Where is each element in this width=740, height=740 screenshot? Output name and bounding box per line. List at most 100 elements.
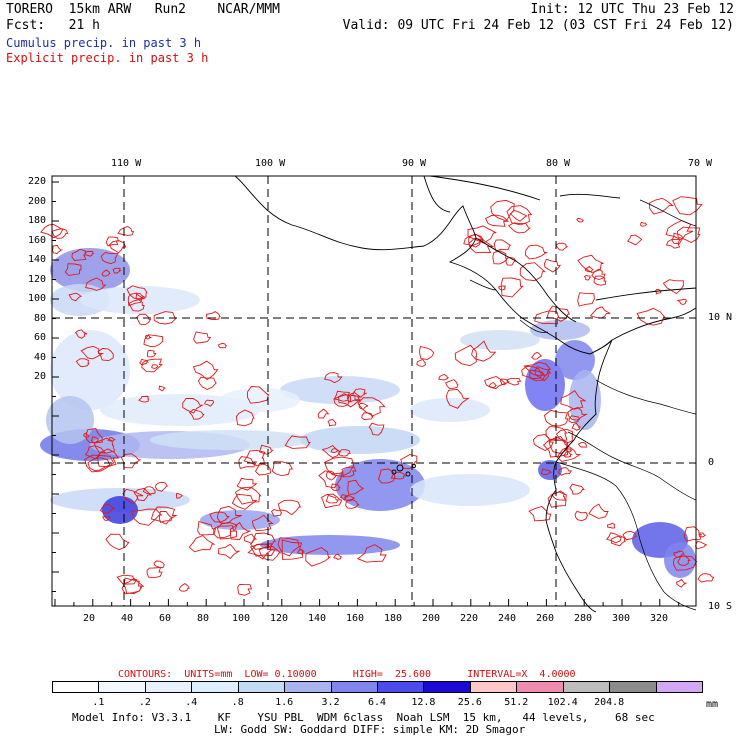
precip-shading-blob (410, 474, 530, 506)
precip-contour (675, 578, 688, 588)
precip-contour (254, 462, 272, 476)
colorbar-swatch (423, 681, 471, 693)
init-time: Init: 12 UTC Thu 23 Feb 12 (530, 2, 735, 17)
precip-shading-blob (100, 394, 260, 426)
precip-contour (235, 409, 255, 427)
precip-contour (593, 275, 607, 286)
colorbar-label: .8 (231, 697, 244, 708)
precip-contour (238, 456, 258, 469)
precip-contour (40, 223, 64, 239)
precip-contour (665, 238, 681, 249)
precip-contour (318, 470, 343, 489)
precip-contour (562, 450, 573, 458)
precip-contour (317, 408, 330, 419)
precip-contour (237, 583, 253, 596)
precip-contour (555, 428, 574, 444)
lon-label-110w: 110 W (111, 158, 142, 169)
colorbar-label: 12.8 (411, 697, 436, 708)
precip-contour (368, 422, 385, 436)
precip-contour (122, 488, 144, 505)
precip-contour (649, 197, 674, 215)
precip-contour (205, 310, 221, 320)
precip-contour (521, 365, 544, 380)
precip-contour (463, 233, 484, 248)
precip-contour (146, 566, 163, 579)
colorbar-label: .2 (138, 697, 151, 708)
precip-contour (258, 545, 282, 561)
precip-contour (96, 448, 120, 468)
axis-ticks (52, 181, 680, 606)
precip-contour (507, 222, 531, 234)
precip-contour (80, 345, 105, 360)
colorbar-label: .1 (92, 697, 105, 708)
precip-contour (188, 534, 216, 553)
precip-contour (610, 535, 627, 547)
precip-contour (498, 285, 506, 291)
physics-info: LW: Godd SW: Goddard DIFF: simple KM: 2D… (214, 723, 526, 736)
precip-contour (97, 347, 114, 362)
precip-contour (484, 214, 510, 227)
precip-contour (84, 445, 106, 460)
precip-contour (142, 486, 156, 495)
coastlines (234, 175, 697, 613)
precip-contour (277, 537, 301, 557)
precip-contour (488, 381, 497, 388)
precip-contour (105, 533, 130, 551)
precip-shading-blob (50, 248, 130, 292)
precip-contour (251, 514, 274, 531)
precip-contour (271, 461, 294, 477)
precip-contour (467, 225, 497, 244)
precip-contour (544, 258, 562, 273)
precip-contour (542, 438, 569, 458)
precip-contour (246, 386, 269, 404)
precip-contour (547, 491, 567, 508)
precip-contour (676, 298, 687, 305)
colorbar-swatch (144, 681, 193, 693)
precip-contour (589, 306, 611, 319)
precip-contour (636, 307, 666, 326)
precip-contour (116, 574, 138, 585)
precip-contour (524, 244, 549, 260)
precip-contour (105, 236, 120, 247)
x-tick-label: 160 (345, 613, 365, 624)
colorbar-label: 204.8 (594, 697, 625, 708)
precip-contour (523, 361, 552, 376)
precip-contour (468, 234, 485, 248)
precip-contour (344, 495, 355, 502)
precip-contour (85, 277, 107, 291)
precip-contour (323, 456, 355, 477)
precip-contour (320, 493, 343, 509)
model-title: TORERO 15km ARW Run2 NCAR/MMM (6, 2, 280, 17)
precip-contour (499, 378, 511, 386)
explicit-precip-contours (40, 196, 715, 596)
precip-contour (325, 470, 338, 481)
y-tick-label: 20 (33, 371, 46, 382)
precip-contour (568, 415, 580, 424)
x-tick-label: 240 (497, 613, 517, 624)
x-tick-label: 300 (611, 613, 631, 624)
colorbar-label: .4 (185, 697, 198, 708)
x-tick-label: 140 (307, 613, 327, 624)
valid-time: Valid: 09 UTC Fri 24 Feb 12 (03 CST Fri … (342, 18, 734, 33)
precip-contour (204, 399, 215, 407)
precip-contour (151, 364, 159, 369)
precip-contour (673, 550, 685, 558)
precip-contour (591, 268, 606, 280)
precip-contour (555, 242, 569, 251)
precip-contour (357, 544, 387, 563)
x-tick-label: 60 (158, 613, 172, 624)
precip-contour (331, 483, 341, 492)
precip-contour (236, 477, 258, 491)
precip-contour (390, 471, 407, 480)
precip-contour (231, 493, 258, 510)
colorbar-swatch (191, 681, 239, 693)
precip-contour (107, 437, 116, 442)
precip-contour (534, 310, 560, 325)
x-tick-label: 180 (383, 613, 403, 624)
precip-contour (400, 454, 418, 470)
precip-contour (155, 481, 168, 492)
precip-shading-blob (530, 320, 590, 340)
precip-contour (330, 448, 339, 454)
y-tick-label: 80 (33, 312, 46, 324)
precip-contour (234, 486, 262, 505)
